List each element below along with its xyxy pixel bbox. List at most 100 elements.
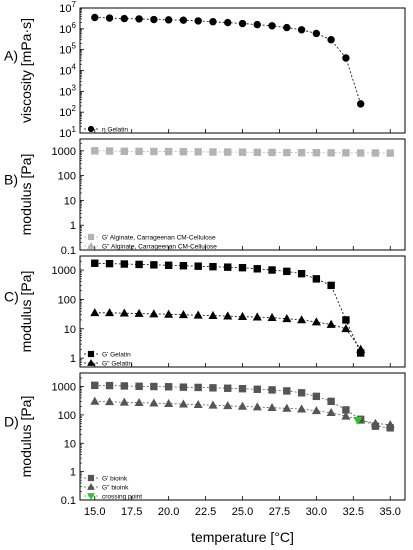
data-point [238,148,247,156]
x-tick-label: 35.0 [380,506,401,518]
data-point [224,18,232,27]
data-point [194,17,202,25]
x-tick-label: 22.5 [195,506,216,518]
y-tick-base: 10 [59,107,71,119]
y-tick-exponent: 3 [72,83,77,92]
data-point [179,148,188,156]
data-point [385,420,395,429]
data-point [91,259,99,267]
data-point [149,309,159,318]
panel-label: A) [4,48,18,64]
data-point [283,267,291,276]
data-point [283,387,291,395]
y-tick-exponent: 4 [72,63,77,72]
data-point [342,149,350,157]
panel-a: A) viscosity [mPa·s]101102103104105106107… [4,0,406,140]
data-point [120,382,129,390]
y-tick-label: 1 [70,467,76,479]
panel-b: B) modulus [Pa] 0.1 1 10 100 1000 G' Alginate, … [4,138,406,257]
y-tick-label: 102 [59,104,76,119]
panel-label: B) [4,172,18,188]
data-point [149,398,159,407]
panel-c: C) modulus [Pa] 1 10 100 1000 G' Gelatin G'' Ge… [4,255,406,368]
data-point [105,308,115,317]
legend-marker [87,241,95,249]
y-tick-exponent: 5 [72,42,77,51]
data-point [282,314,292,323]
legend-marker [87,474,95,482]
legend-label: G'' bioink [102,485,129,492]
data-point [252,312,262,321]
data-point [90,308,100,317]
data-point [326,407,336,417]
x-tick-label: 15.0 [84,506,105,518]
y-tick-base: 10 [59,3,71,15]
data-point [283,148,291,157]
data-point [341,324,351,333]
data-point [356,100,365,108]
data-point [238,384,247,393]
data-point [209,262,217,271]
y-axis-label: viscosity [mPa·s] [18,18,34,123]
y-tick-label: 1 [70,353,76,365]
data-point [208,400,218,409]
data-point [105,397,115,406]
data-point [252,402,262,411]
data-point [326,319,336,328]
x-tick-label: 27.5 [269,506,290,518]
series-line [94,262,362,354]
data-point [135,147,143,156]
data-point [327,397,335,406]
data-point [194,262,202,270]
data-point [237,401,248,410]
data-point [91,13,99,22]
data-point [164,309,174,318]
y-tick-label: 0.1 [61,495,76,507]
data-point [105,14,114,22]
data-point [224,263,232,271]
legend-label: G' bioink [102,476,128,483]
legend-marker [87,493,95,501]
y-tick-base: 10 [59,45,71,57]
data-point [194,148,202,156]
data-point [312,392,321,401]
data-point [90,396,100,405]
y-tick-label: 10 [64,324,76,336]
data-point [135,15,143,23]
y-tick-label: 0.1 [61,245,76,257]
data-point [283,23,291,32]
data-point [178,310,188,319]
data-point [268,266,276,274]
data-point [238,263,247,272]
y-tick-base: 10 [59,24,71,36]
data-point [105,147,114,155]
data-point [119,397,129,406]
data-point [179,383,188,391]
y-tick-exponent: 1 [72,125,77,134]
data-point [119,308,129,317]
x-tick-label: 30.0 [306,506,327,518]
x-tick-label: 32.5 [343,506,364,518]
data-point [105,259,114,268]
y-axis-label: modulus [Pa] [18,396,34,478]
series-line [94,150,391,154]
y-axis-label: modulus [Pa] [18,154,34,236]
data-point [327,149,335,157]
data-point [150,147,158,156]
data-point [297,26,306,34]
y-tick-label: 100 [58,410,76,422]
data-point [150,261,158,269]
panel-label: C) [4,289,19,305]
legend-marker [87,125,95,133]
legend-label: G' Gelatin [102,352,131,359]
legend-marker [87,482,95,490]
data-point [237,311,248,320]
panel-d: D) modulus [Pa] 0.1 1 10 100 1000 G' bioink G'' … [4,372,406,507]
data-point [297,269,306,278]
data-point [327,281,335,290]
series-line [94,385,391,429]
x-tick-label: 17.5 [121,506,142,518]
x-axis-label: temperature [°C] [191,529,294,545]
data-point [253,385,261,393]
y-tick-label: 100 [58,171,76,183]
